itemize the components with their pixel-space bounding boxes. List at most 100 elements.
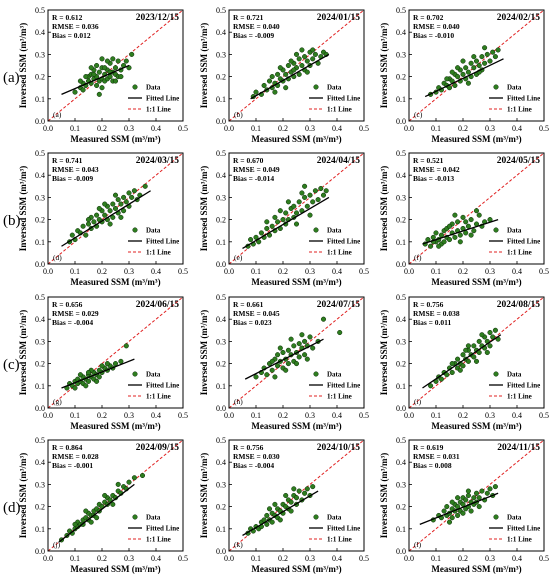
y-tick-label: 0.3: [216, 50, 226, 59]
data-point: [85, 221, 92, 227]
legend-fit-label: Fitted Line: [507, 95, 540, 103]
x-tick-label: 0.2: [97, 411, 107, 420]
x-tick-label: 0.0: [404, 267, 414, 276]
stat-bias: Bias = -0.001: [52, 461, 93, 470]
legend-fit-label: Fitted Line: [507, 238, 540, 246]
data-point: [490, 334, 496, 340]
data-point: [487, 58, 493, 64]
x-tick-label: 0.4: [512, 411, 522, 420]
data-point: [299, 190, 305, 196]
x-tick-label: 0.2: [458, 267, 468, 276]
y-tick-label: 0.0: [35, 117, 45, 126]
x-axis-label: Measured SSM (m³/m³): [431, 277, 521, 287]
data-point: [320, 192, 327, 198]
data-point: [272, 374, 278, 380]
panel-letter: (e): [234, 253, 243, 262]
scatter-panel: 0.0 0.1 0.2 0.3 0.4 0.5 0.0 0.1 0.2 0.3 0.4 0.5 Meas…: [199, 6, 369, 144]
x-axis-label: Measured SSM (m³/m³): [431, 134, 521, 144]
legend-data-label: Data: [146, 514, 161, 522]
x-tick-label: 0.2: [458, 124, 468, 133]
panel-date: 2024/01/15: [317, 13, 361, 23]
data-point: [310, 56, 316, 62]
y-tick-label: 0.3: [35, 337, 45, 346]
y-tick-label: 0.3: [396, 480, 406, 489]
data-point: [296, 199, 302, 205]
data-point: [455, 74, 461, 80]
data-point: [102, 212, 108, 218]
x-tick-label: 0.2: [97, 124, 107, 133]
data-point: [110, 214, 116, 220]
data-point: [280, 349, 286, 356]
x-tick-label: 0.4: [151, 267, 161, 276]
panel-date: 2024/03/15: [136, 156, 180, 166]
y-tick-label: 0.4: [35, 28, 45, 37]
data-point: [476, 504, 482, 510]
legend-data-marker: [493, 84, 499, 90]
plot-frame: [47, 9, 184, 122]
one-to-one-line: [48, 297, 183, 408]
x-tick-label: 0.3: [485, 267, 495, 276]
y-tick-label: 0.1: [216, 238, 226, 247]
data-point: [452, 212, 458, 218]
x-tick-label: 0.4: [512, 267, 522, 276]
panel-date: 2024/07/15: [317, 300, 361, 310]
y-tick-label: 0.3: [35, 480, 45, 489]
data-point: [102, 201, 108, 207]
data-point: [94, 378, 100, 384]
y-tick-label: 0.0: [396, 547, 406, 556]
data-point: [296, 341, 302, 347]
stat-bias: Bias = -0.009: [233, 31, 274, 40]
y-tick-label: 0.3: [216, 337, 226, 346]
data-point: [444, 76, 450, 82]
data-point: [455, 219, 461, 225]
data-point: [473, 58, 480, 64]
data-point: [264, 225, 270, 232]
data-point: [430, 234, 436, 240]
data-point: [463, 230, 469, 236]
data-point: [307, 192, 313, 198]
data-point: [471, 495, 477, 501]
data-point: [471, 54, 477, 60]
legend-data-label: Data: [327, 371, 342, 379]
x-tick-label: 0.4: [151, 411, 161, 420]
data-point: [269, 74, 275, 80]
data-point: [291, 343, 297, 349]
data-point: [283, 85, 289, 91]
data-point: [455, 356, 461, 362]
data-point: [77, 78, 83, 84]
legend-fit-label: Fitted Line: [507, 525, 540, 533]
data-point: [83, 383, 89, 389]
stat-rmse: RMSE = 0.040: [413, 22, 460, 31]
legend-11-label: 1:1 Line: [146, 393, 171, 401]
x-tick-label: 0.0: [43, 124, 53, 133]
legend-fit-label: Fitted Line: [327, 382, 360, 390]
data-point: [492, 54, 498, 60]
data-point: [487, 486, 493, 492]
x-axis-label: Measured SSM (m³/m³): [70, 421, 160, 431]
data-point: [99, 56, 105, 62]
data-point: [266, 506, 273, 512]
y-tick-label: 0.3: [216, 193, 226, 202]
y-axis-label: Inversed SSM (m³/m³): [18, 166, 28, 251]
data-point: [457, 367, 463, 373]
x-tick-label: 0.0: [43, 267, 53, 276]
data-point: [476, 338, 482, 344]
data-point: [455, 512, 461, 519]
data-point: [83, 74, 89, 80]
data-point: [291, 203, 297, 209]
plot-frame: [228, 9, 365, 122]
x-tick-label: 0.2: [97, 554, 107, 563]
y-tick-label: 0.1: [35, 382, 45, 391]
data-point: [112, 192, 119, 198]
data-point: [94, 515, 100, 521]
x-tick-label: 0.2: [458, 554, 468, 563]
data-point: [482, 45, 488, 51]
data-point: [455, 65, 461, 71]
y-tick-label: 0.1: [396, 238, 406, 247]
y-tick-label: 0.5: [216, 436, 226, 445]
data-point: [465, 80, 471, 86]
scatter-panel: 0.0 0.1 0.2 0.3 0.4 0.5 0.0 0.1 0.2 0.3 0.4 0.5 Meas…: [379, 149, 549, 287]
stat-r: R = 0.702: [413, 13, 444, 22]
legend-data-marker: [313, 227, 319, 233]
x-tick-label: 0.0: [224, 267, 234, 276]
